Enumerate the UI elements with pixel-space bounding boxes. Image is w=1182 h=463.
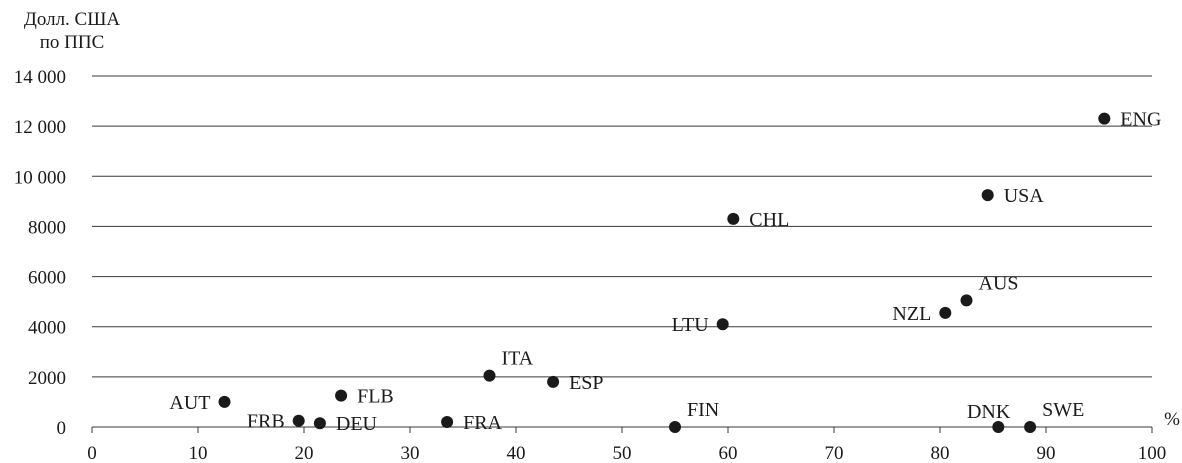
point-eng (1098, 112, 1111, 125)
point-nzl (939, 306, 952, 319)
axis-titles: Долл. США по ППС % (24, 9, 1180, 430)
point-label-fin: FIN (687, 399, 719, 421)
point-label-usa: USA (1004, 185, 1045, 207)
point-aut (218, 395, 231, 408)
x-tick-label-30: 30 (401, 443, 420, 463)
point-flb (335, 389, 348, 402)
point-label-frb: FRB (247, 411, 285, 433)
x-tick-label-50: 50 (613, 443, 632, 463)
point-dnk (992, 421, 1005, 433)
point-deu (313, 417, 326, 430)
point-esp (547, 375, 560, 388)
point-label-ltu: LTU (672, 314, 710, 336)
x-tick-labels: 0 10 20 30 40 50 60 70 80 90 100 (87, 427, 1166, 463)
y-tick-labels: 0 2000 4000 6000 8000 10 000 12 000 14 000 (14, 67, 66, 439)
point-usa (981, 189, 994, 202)
point-label-ita: ITA (502, 348, 534, 370)
x-tick-label-70: 70 (825, 443, 844, 463)
y-tick-label-8000: 8000 (28, 217, 66, 238)
grid-lines (92, 75, 1152, 378)
point-label-dnk: DNK (967, 401, 1011, 423)
point-label-swe: SWE (1042, 399, 1084, 421)
point-label-aus: AUS (979, 272, 1019, 294)
point-fin (669, 421, 681, 433)
x-tick-label-90: 90 (1037, 443, 1056, 463)
point-label-nzl: NZL (892, 303, 931, 325)
point-label-esp: ESP (569, 372, 603, 394)
point-label-eng: ENG (1120, 109, 1161, 131)
point-ltu (716, 318, 729, 331)
x-tick-label-100: 100 (1138, 443, 1167, 463)
x-tick-label-80: 80 (931, 443, 950, 463)
y-tick-label-10000: 10 000 (14, 167, 66, 188)
y-tick-label-2000: 2000 (28, 368, 66, 389)
point-label-flb: FLB (357, 386, 394, 408)
y-tick-label-6000: 6000 (28, 268, 66, 289)
y-tick-label-12000: 12 000 (14, 117, 66, 138)
x-axis-title: % (1164, 409, 1180, 430)
y-tick-label-0: 0 (57, 418, 67, 439)
x-tick-label-40: 40 (507, 443, 526, 463)
x-tick-label-60: 60 (719, 443, 738, 463)
x-tick-label-10: 10 (189, 443, 208, 463)
y-tick-label-14000: 14 000 (14, 67, 66, 88)
x-tick-label-20: 20 (295, 443, 314, 463)
y-axis-title-line-1: Долл. США (24, 9, 121, 30)
point-swe (1024, 421, 1037, 433)
point-aus (960, 294, 973, 307)
point-label-fra: FRA (463, 412, 502, 434)
point-chl (727, 212, 740, 225)
y-axis-title-line-2: по ППС (40, 32, 105, 53)
x-tick-label-0: 0 (87, 443, 97, 463)
point-label-aut: AUT (169, 392, 210, 414)
point-label-deu: DEU (336, 413, 378, 435)
point-ita (483, 369, 496, 382)
point-label-chl: CHL (749, 209, 789, 231)
point-frb (292, 414, 305, 427)
data-points: AUT FRB DEU FLB FRA ITA ESP FIN LTU CHL NZL AUS USA D… (169, 109, 1161, 436)
y-tick-label-4000: 4000 (28, 318, 66, 339)
point-fra (441, 415, 454, 428)
